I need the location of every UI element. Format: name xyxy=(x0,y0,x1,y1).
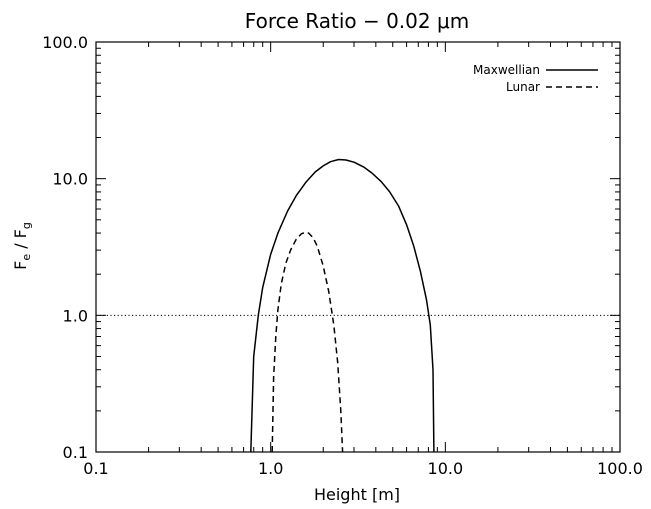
plot-area: 0.1 1.0 10.0 100.0 0.1 1.0 10.0 100.0 xyxy=(42,33,643,478)
chart-title: Force Ratio − 0.02 μm xyxy=(245,9,469,33)
legend-label-maxwellian: Maxwellian xyxy=(473,63,540,77)
legend: Maxwellian Lunar xyxy=(473,63,598,94)
x-tick-label: 100.0 xyxy=(597,459,643,478)
x-tick-label: 1.0 xyxy=(258,459,283,478)
y-axis-label-sep: / F xyxy=(11,229,30,254)
x-tick-label: 10.0 xyxy=(428,459,464,478)
y-tick-label: 100.0 xyxy=(42,33,88,52)
series-line-lunar xyxy=(271,231,344,453)
x-tick-label: 0.1 xyxy=(83,459,108,478)
y-tick-label: 1.0 xyxy=(63,306,88,325)
y-axis-label-main: F xyxy=(11,261,30,270)
plot-frame xyxy=(95,41,621,453)
y-tick-label: 10.0 xyxy=(52,170,88,189)
y-tick-label: 0.1 xyxy=(63,443,88,462)
y-axis-label-sub1: e xyxy=(20,254,33,261)
y-axis-label: Fe / Fg xyxy=(11,222,33,270)
y-axis-label-sub2: g xyxy=(20,222,33,229)
x-axis-label: Height [m] xyxy=(314,485,400,504)
series-line-maxwellian xyxy=(250,158,435,453)
legend-label-lunar: Lunar xyxy=(506,80,540,94)
